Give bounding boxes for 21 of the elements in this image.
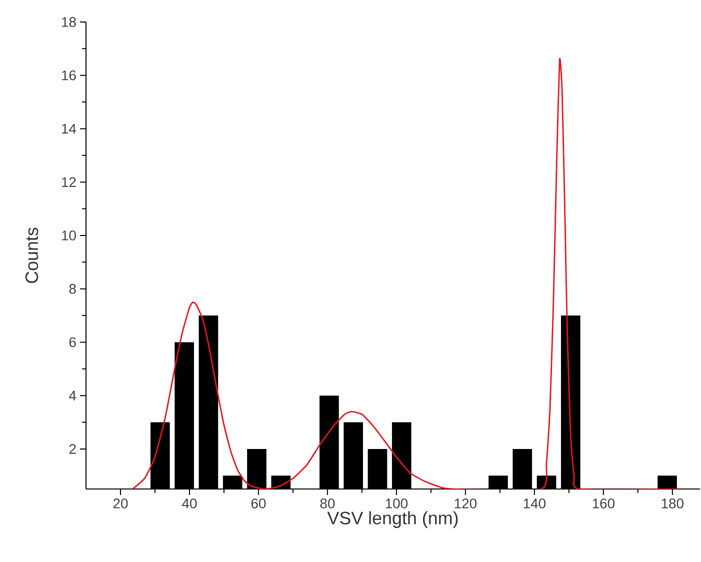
x-axis-title: VSV length (nm) (327, 511, 458, 528)
x-tick-label: 40 (182, 498, 197, 508)
y-tick-label: 8 (69, 284, 76, 294)
x-tick-label: 120 (454, 498, 477, 508)
x-tick-label: 20 (113, 498, 128, 508)
y-tick-label: 14 (62, 124, 76, 134)
y-tick-label: 4 (69, 390, 76, 400)
y-tick-label: 6 (69, 337, 76, 348)
y-tick-label: 18 (62, 17, 76, 27)
x-tick-label: 140 (524, 498, 546, 508)
x-tick-label: 60 (251, 498, 266, 508)
y-tick-label: 12 (62, 177, 76, 187)
x-tick-label: 160 (592, 498, 615, 508)
y-tick-label: 16 (62, 70, 76, 80)
line-series (132, 58, 680, 489)
y-axis-title: Counts (25, 228, 38, 283)
y-tick-label: 2 (69, 444, 76, 454)
x-tick-label: 180 (662, 498, 684, 508)
x-tick-label: 100 (386, 498, 408, 508)
x-tick-label: 80 (320, 498, 335, 508)
y-tick-label: 10 (62, 230, 76, 240)
